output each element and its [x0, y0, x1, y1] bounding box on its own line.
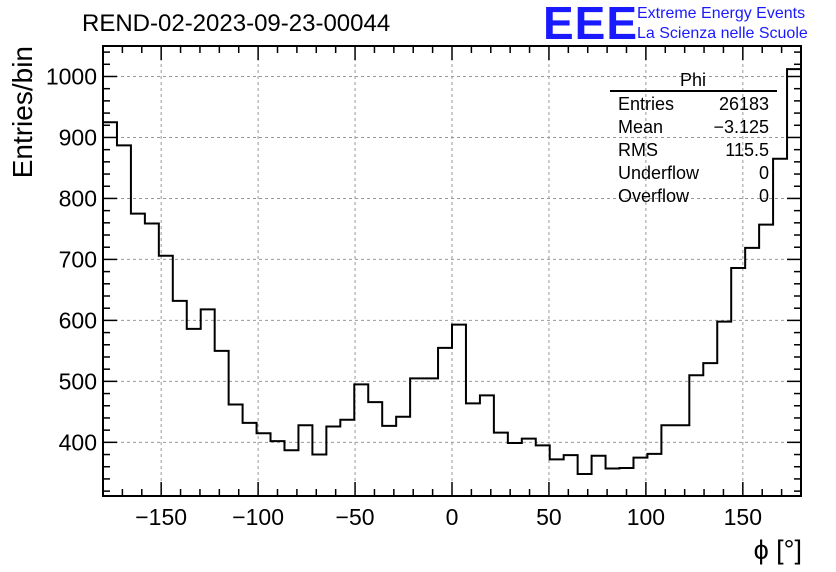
x-tick-labels: −150 −100 −50 0 50 100 150 — [135, 504, 762, 530]
histogram-line — [103, 68, 801, 476]
x-tick-label: −150 — [135, 504, 187, 530]
eee-logo: EEE — [543, 0, 639, 49]
axis-ticks — [102, 46, 802, 496]
y-tick-labels: 400 500 600 700 800 900 1000 — [46, 63, 97, 455]
grid-lines — [103, 46, 801, 496]
x-tick-label: 150 — [724, 504, 762, 530]
stats-row-label: Entries — [618, 94, 674, 114]
stats-row-value: 0 — [759, 186, 769, 206]
x-tick-label: 50 — [536, 504, 562, 530]
stats-row-value: 26183 — [719, 94, 769, 114]
logo-caption-line1: Extreme Energy Events — [637, 5, 806, 22]
stats-row-label: RMS — [618, 140, 658, 160]
stats-rows: Entries 26183 Mean −3.125 RMS 115.5 Underflow 0… — [618, 94, 769, 206]
y-tick-label: 400 — [59, 429, 97, 455]
stats-row-value: 0 — [759, 163, 769, 183]
y-tick-label: 900 — [59, 124, 97, 150]
x-tick-label: −50 — [336, 504, 375, 530]
x-axis-label: ϕ [°] — [754, 535, 802, 565]
stats-row-value: −3.125 — [713, 117, 769, 137]
x-tick-label: 0 — [446, 504, 459, 530]
y-tick-label: 600 — [59, 307, 97, 333]
y-tick-label: 700 — [59, 246, 97, 272]
x-tick-label: −100 — [232, 504, 284, 530]
stats-row-label: Mean — [618, 117, 663, 137]
logo-caption: Extreme Energy Events La Scienza nelle S… — [637, 4, 808, 44]
y-axis-label: Entries/bin — [7, 46, 38, 178]
logo-caption-line2: La Scienza nelle Scuole — [637, 25, 808, 42]
stats-box: Phi Entries 26183 Mean −3.125 RMS 115.5 Underf… — [610, 70, 777, 206]
stats-row-label: Overflow — [618, 186, 690, 206]
y-tick-label: 1000 — [46, 63, 97, 89]
x-tick-label: 100 — [627, 504, 665, 530]
stats-row-value: 115.5 — [725, 140, 769, 160]
stats-box-name: Phi — [680, 70, 706, 90]
y-tick-label: 500 — [59, 368, 97, 394]
y-tick-label: 800 — [59, 185, 97, 211]
chart-title: REND-02-2023-09-23-00044 — [82, 10, 391, 37]
stats-row-label: Underflow — [618, 163, 700, 183]
